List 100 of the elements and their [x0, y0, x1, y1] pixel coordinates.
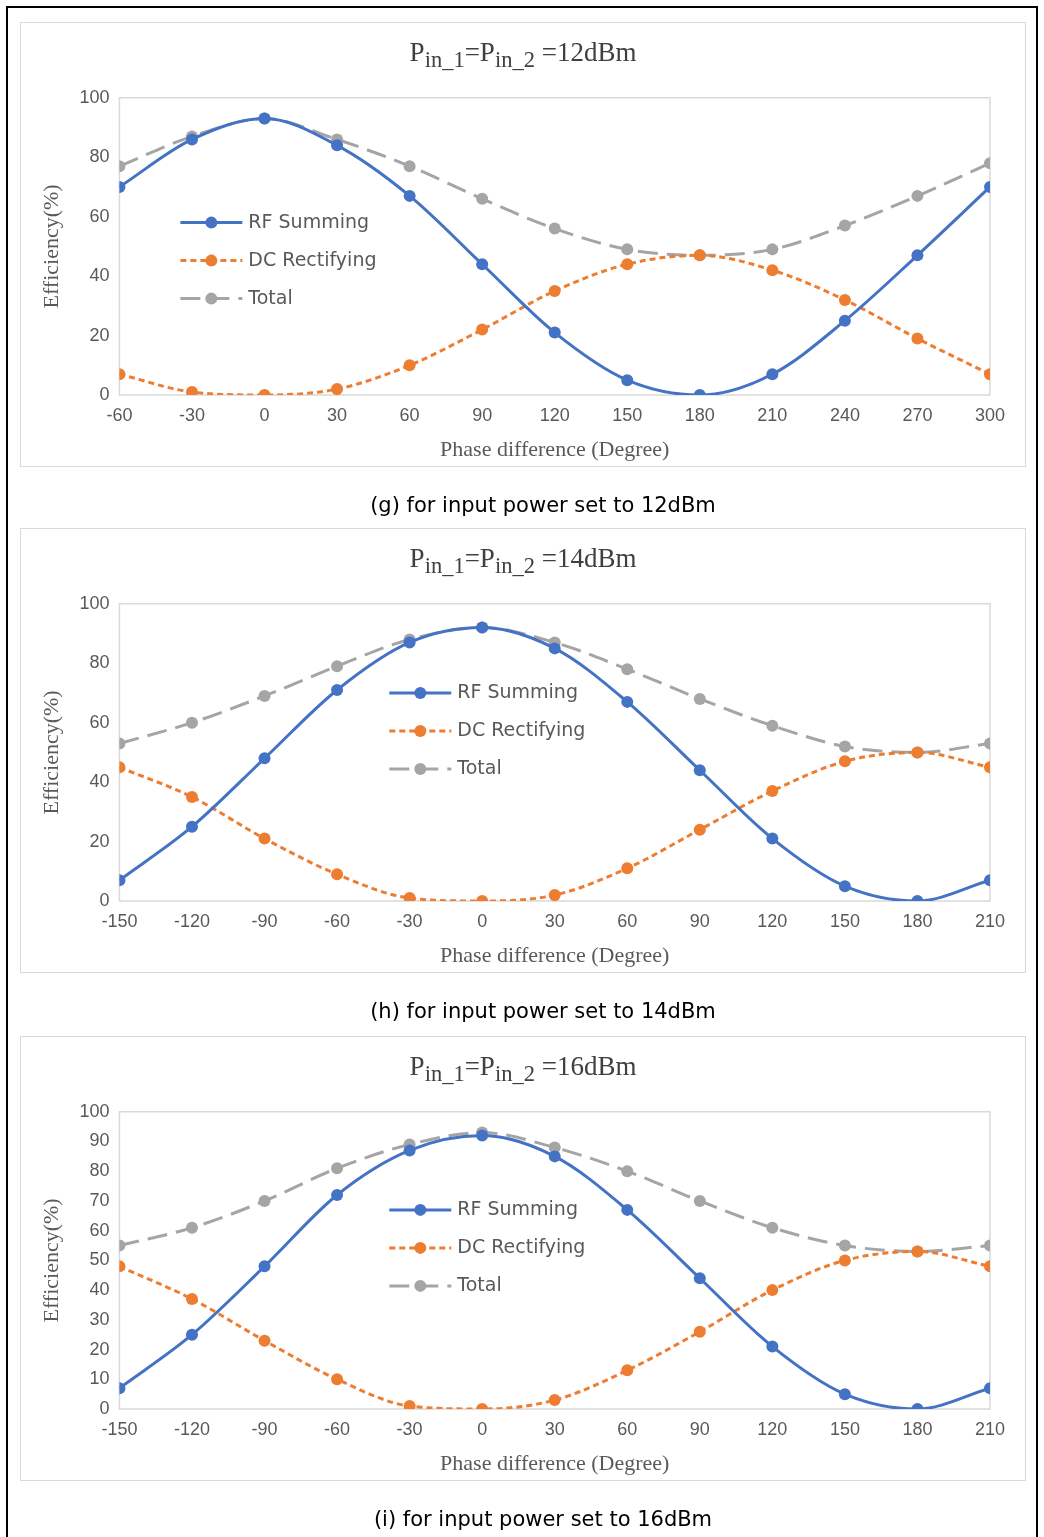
- x-tick-label: 270: [902, 404, 933, 425]
- legend-label: Total: [247, 285, 293, 308]
- point: [838, 755, 851, 768]
- point: [331, 683, 344, 696]
- point: [838, 880, 851, 893]
- x-tick-label: -120: [173, 1418, 210, 1439]
- x-tick-label: 0: [259, 404, 270, 425]
- point: [838, 219, 851, 232]
- point: [185, 716, 198, 729]
- point: [766, 1221, 779, 1234]
- x-tick-label: 30: [327, 404, 348, 425]
- legend-label: Total: [456, 1272, 502, 1295]
- y-tick-label: 10: [89, 1368, 110, 1389]
- legend-label: DC Rectifying: [457, 717, 586, 740]
- point: [766, 243, 779, 256]
- x-tick-label: 60: [399, 404, 420, 425]
- y-tick-label: 70: [89, 1189, 110, 1210]
- x-axis-title: Phase difference (Degree): [440, 1449, 670, 1475]
- y-tick-label: 80: [89, 1160, 110, 1181]
- point: [331, 1189, 344, 1202]
- point: [185, 1221, 198, 1234]
- point: [766, 264, 779, 277]
- x-tick-label: -30: [396, 1418, 423, 1439]
- point: [838, 314, 851, 327]
- x-tick-label: -30: [396, 910, 423, 931]
- x-tick-label: 120: [539, 404, 570, 425]
- x-tick-label: 210: [974, 1418, 1006, 1439]
- x-tick-label: 150: [829, 1418, 860, 1439]
- point: [331, 660, 344, 673]
- point: [766, 719, 779, 732]
- y-tick-label: 20: [89, 324, 110, 345]
- point: [838, 740, 851, 753]
- point: [838, 293, 851, 306]
- point: [766, 1284, 779, 1297]
- point: [838, 1388, 851, 1401]
- point: [838, 1239, 851, 1252]
- point: [693, 764, 706, 777]
- chart-title: P$_{in_1}$=P$_{in_2}$ =16dBm: [408, 1050, 638, 1089]
- point: [621, 243, 634, 256]
- x-tick-label: 240: [829, 404, 860, 425]
- x-tick-label: 60: [617, 1418, 638, 1439]
- y-tick-label: 60: [89, 1219, 110, 1240]
- chart-title: P$_{in_1}$=P$_{in_2}$ =12dBm: [408, 36, 638, 75]
- x-tick-label: 0: [477, 1418, 488, 1439]
- y-tick-label: 20: [89, 830, 110, 851]
- x-tick-label: 30: [544, 910, 565, 931]
- point: [621, 862, 634, 875]
- point: [766, 1340, 779, 1353]
- point: [621, 663, 634, 676]
- y-tick-label: 0: [99, 889, 110, 910]
- legend-label: DC Rectifying: [457, 1234, 586, 1257]
- x-tick-label: 180: [902, 1418, 933, 1439]
- y-tick-label: 100: [79, 1100, 110, 1121]
- point: [621, 695, 634, 708]
- point: [403, 359, 416, 372]
- point: [548, 326, 561, 339]
- chart-title: P$_{in_1}$=P$_{in_2}$ =14dBm: [408, 542, 638, 581]
- point: [838, 1254, 851, 1267]
- y-axis-title: Efficiency(%): [37, 1198, 63, 1323]
- x-tick-label: 180: [684, 404, 715, 425]
- x-tick-label: 60: [617, 910, 638, 931]
- y-axis-title: Efficiency(%): [37, 690, 63, 815]
- x-tick-label: 300: [974, 404, 1006, 425]
- y-tick-label: 40: [89, 265, 110, 286]
- point: [258, 752, 271, 765]
- x-tick-label: 30: [544, 1418, 565, 1439]
- x-tick-label: -60: [324, 1418, 351, 1439]
- point: [258, 1194, 271, 1207]
- x-axis-title: Phase difference (Degree): [440, 941, 670, 967]
- text: (h) for input power set to 14dBm: [369, 998, 717, 1023]
- y-axis-title: Efficiency(%): [37, 184, 63, 309]
- x-tick-label: 210: [974, 910, 1006, 931]
- point: [185, 790, 198, 803]
- point: [911, 189, 924, 202]
- x-tick-label: 0: [477, 910, 488, 931]
- point: [548, 222, 561, 235]
- point: [693, 1272, 706, 1285]
- x-tick-label: 180: [902, 910, 933, 931]
- y-tick-label: 80: [89, 146, 110, 167]
- point: [403, 1144, 416, 1157]
- point: [403, 160, 416, 173]
- x-tick-label: 150: [612, 404, 643, 425]
- point: [476, 323, 489, 336]
- point: [911, 249, 924, 262]
- point: [621, 258, 634, 271]
- point: [548, 1394, 561, 1407]
- point: [331, 383, 344, 395]
- legend-label: RF Summing: [457, 679, 578, 702]
- x-tick-label: 120: [757, 910, 788, 931]
- point: [621, 1364, 634, 1377]
- y-tick-label: 60: [89, 711, 110, 732]
- point: [258, 689, 271, 702]
- x-tick-label: -90: [251, 910, 278, 931]
- point: [548, 889, 561, 901]
- x-tick-label: 90: [689, 1418, 710, 1439]
- point: [766, 368, 779, 381]
- y-tick-label: 80: [89, 652, 110, 673]
- point: [911, 332, 924, 345]
- x-tick-label: 150: [829, 910, 860, 931]
- point: [548, 642, 561, 655]
